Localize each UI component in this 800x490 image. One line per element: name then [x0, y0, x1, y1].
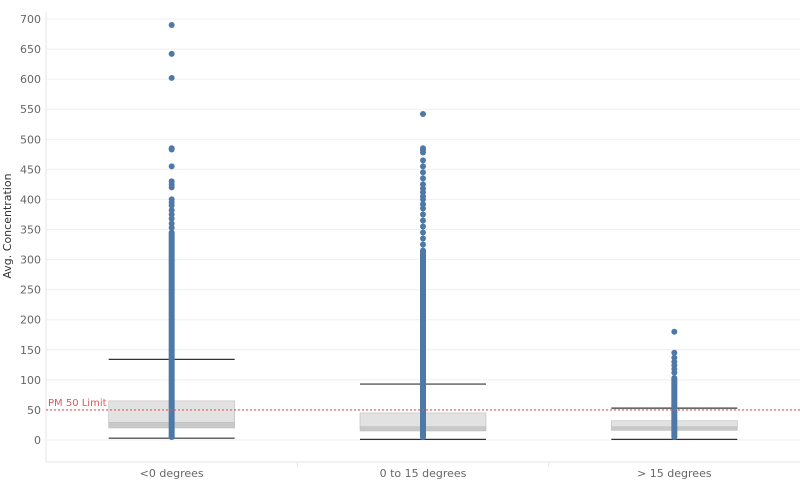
- y-tick-label: 200: [20, 314, 41, 327]
- data-point: [671, 358, 678, 365]
- data-point: [168, 196, 175, 203]
- data-point: [420, 235, 426, 242]
- y-tick-label: 650: [20, 43, 41, 56]
- reference-line-label: PM 50 Limit: [48, 398, 107, 409]
- data-point: [420, 241, 426, 248]
- y-tick-label: 350: [20, 224, 41, 237]
- data-point: [168, 220, 175, 227]
- y-tick-label: 150: [20, 344, 41, 357]
- data-point: [168, 74, 175, 81]
- data-point: [420, 217, 426, 224]
- dense-points: [671, 375, 678, 440]
- data-point: [168, 163, 175, 170]
- data-point: [168, 22, 175, 29]
- y-tick-label: 100: [20, 374, 41, 387]
- data-point: [420, 211, 426, 218]
- y-tick-label: 50: [27, 404, 41, 417]
- data-point: [168, 211, 175, 218]
- data-point: [671, 328, 678, 335]
- y-tick-label: 300: [20, 254, 41, 267]
- data-point: [420, 163, 426, 170]
- x-tick-label: <0 degrees: [140, 467, 204, 480]
- data-point: [420, 229, 426, 236]
- y-tick-label: 250: [20, 284, 41, 297]
- data-point: [420, 201, 426, 208]
- reference-line-group: PM 50 Limit: [46, 398, 800, 411]
- y-tick-label: 550: [20, 103, 41, 116]
- dense-points: [168, 229, 175, 440]
- data-point: [420, 169, 426, 176]
- data-point: [671, 354, 678, 361]
- data-point: [168, 50, 175, 57]
- y-tick-label: 600: [20, 73, 41, 86]
- x-axis: <0 degrees 0 to 15 degrees > 15 degrees: [140, 467, 712, 480]
- x-tick-label: 0 to 15 degrees: [380, 467, 467, 480]
- dense-points: [420, 247, 426, 440]
- data-point: [671, 349, 678, 356]
- data-point: [168, 215, 175, 222]
- data-point: [168, 207, 175, 214]
- data-point: [168, 224, 175, 231]
- data-point: [168, 145, 175, 152]
- data-points: [168, 22, 678, 440]
- x-tick-label: > 15 degrees: [637, 467, 712, 480]
- data-point: [420, 175, 426, 182]
- data-point: [420, 111, 426, 118]
- y-tick-label: 450: [20, 163, 41, 176]
- data-point: [420, 223, 426, 230]
- y-axis: 0 50 100 150 200 250 300 350 400 450 500 550 600 650 7…: [20, 12, 800, 467]
- y-axis-label: Avg. Concentration: [1, 173, 14, 278]
- y-tick-label: 0: [34, 434, 41, 447]
- data-point: [420, 145, 426, 152]
- y-tick-label: 400: [20, 193, 41, 206]
- data-point: [420, 157, 426, 164]
- data-point: [168, 178, 175, 185]
- data-point: [420, 185, 426, 192]
- data-point: [420, 193, 426, 200]
- data-point: [420, 205, 426, 212]
- data-point: [420, 181, 426, 188]
- y-tick-label: 700: [20, 13, 41, 26]
- y-tick-label: 500: [20, 133, 41, 146]
